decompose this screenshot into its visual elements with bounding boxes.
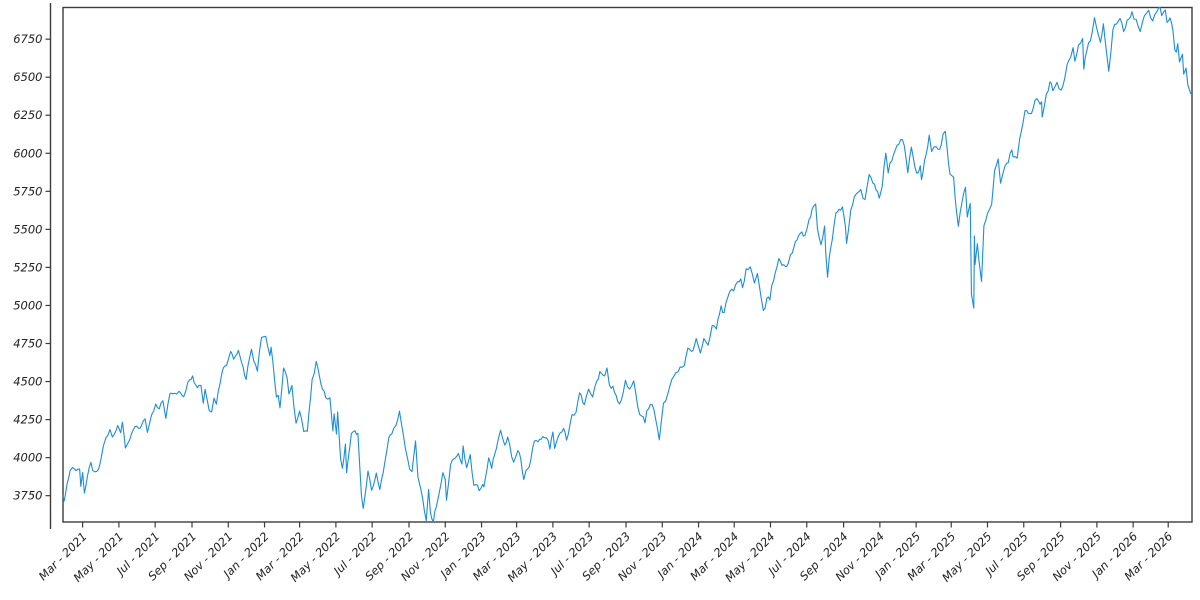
y-tick-label: 3750 (13, 489, 42, 503)
y-tick-label: 4250 (13, 413, 42, 427)
y-tick-label: 4000 (13, 451, 42, 465)
plot-frame (62, 6, 1193, 523)
y-tick-label: 5250 (13, 260, 42, 274)
y-tick-label: 5000 (13, 298, 42, 312)
y-tick-label: 4750 (13, 337, 42, 351)
y-tick-label: 6000 (13, 146, 42, 160)
y-tick-label: 6500 (13, 70, 42, 84)
y-tick-label: 5500 (13, 222, 42, 236)
y-tick-label: 4500 (13, 375, 42, 389)
y-tick-label: 6750 (13, 32, 42, 46)
y-tick-label: 6250 (13, 108, 42, 122)
price-line (62, 6, 1192, 523)
y-tick-label: 5750 (13, 184, 42, 198)
